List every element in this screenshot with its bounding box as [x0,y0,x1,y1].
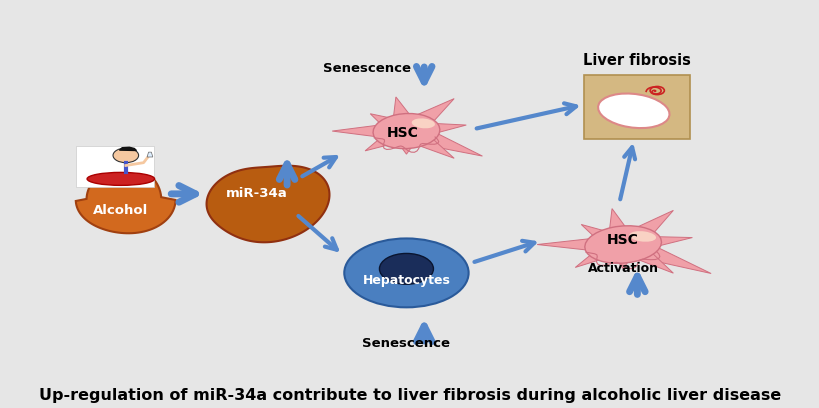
Text: Up-regulation of miR-34a contribute to liver fibrosis during alcoholic liver dis: Up-regulation of miR-34a contribute to l… [38,388,781,403]
Text: Senescence: Senescence [323,62,411,75]
Polygon shape [428,123,466,134]
Polygon shape [206,166,329,242]
FancyBboxPatch shape [76,146,153,186]
Polygon shape [147,152,152,157]
Polygon shape [332,124,382,137]
Text: Senescence: Senescence [362,337,450,350]
Polygon shape [420,131,482,156]
Polygon shape [393,97,411,119]
Circle shape [113,148,138,163]
Ellipse shape [584,226,661,263]
Polygon shape [415,137,454,158]
Text: Alcohol: Alcohol [93,204,148,217]
Polygon shape [648,237,691,248]
Text: HSC: HSC [606,233,638,247]
Text: Liver fibrosis: Liver fibrosis [582,53,690,68]
Ellipse shape [411,118,434,129]
Ellipse shape [628,231,655,242]
Polygon shape [364,136,393,151]
Polygon shape [75,166,175,233]
Polygon shape [413,99,454,125]
Polygon shape [609,208,627,231]
Polygon shape [120,147,136,151]
Text: HSC: HSC [387,126,419,140]
Polygon shape [575,250,607,267]
Polygon shape [370,114,393,126]
FancyBboxPatch shape [584,75,690,139]
Ellipse shape [344,238,468,307]
Polygon shape [635,251,672,273]
Text: Activation: Activation [587,262,658,275]
Polygon shape [399,144,413,154]
Polygon shape [581,224,607,239]
Ellipse shape [373,113,439,149]
Text: miR-34a: miR-34a [226,187,287,200]
Polygon shape [631,211,672,238]
Text: Hepatocytes: Hepatocytes [362,275,450,288]
Polygon shape [615,259,630,269]
Circle shape [379,253,433,284]
Polygon shape [536,238,595,251]
Ellipse shape [87,173,155,185]
Polygon shape [640,245,710,273]
Ellipse shape [597,93,668,128]
